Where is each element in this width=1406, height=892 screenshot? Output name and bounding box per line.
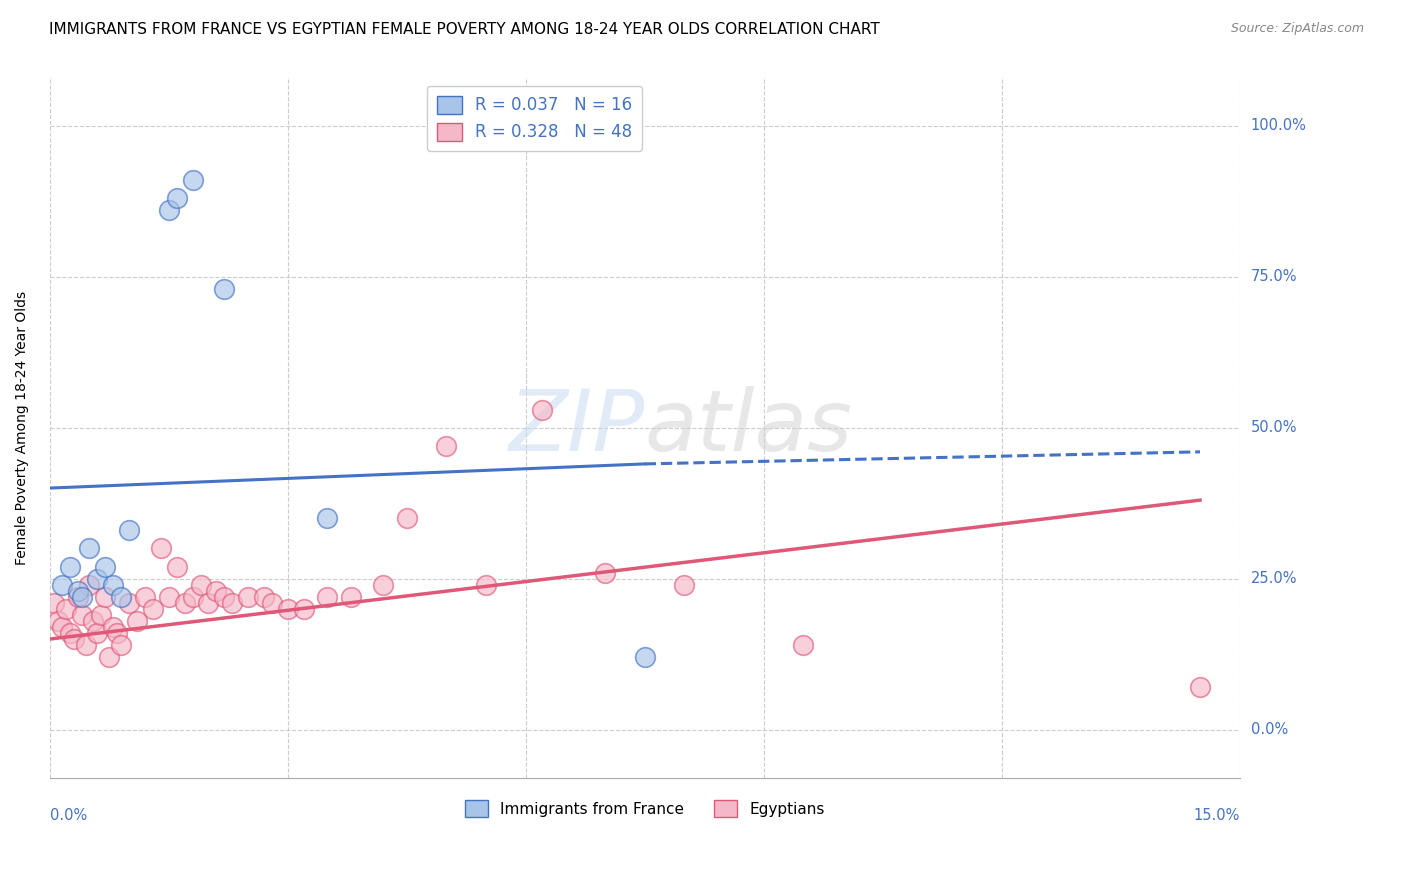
Text: ZIP: ZIP xyxy=(509,386,645,469)
Point xyxy=(142,602,165,616)
Point xyxy=(371,577,394,591)
Point xyxy=(103,620,125,634)
Point xyxy=(395,511,418,525)
Point xyxy=(90,607,112,622)
Point xyxy=(66,590,89,604)
Point xyxy=(118,524,141,538)
Text: 25.0%: 25.0% xyxy=(1251,571,1298,586)
Point xyxy=(59,626,82,640)
Point xyxy=(59,559,82,574)
Point xyxy=(205,583,228,598)
Point xyxy=(51,577,73,591)
Point xyxy=(530,402,553,417)
Point xyxy=(436,439,458,453)
Point xyxy=(82,614,104,628)
Text: 50.0%: 50.0% xyxy=(1251,420,1298,435)
Point xyxy=(253,590,276,604)
Point xyxy=(221,596,243,610)
Point xyxy=(127,614,149,628)
Point xyxy=(634,650,657,665)
Point xyxy=(79,541,101,556)
Point xyxy=(340,590,363,604)
Text: atlas: atlas xyxy=(645,386,853,469)
Point xyxy=(593,566,616,580)
Text: 75.0%: 75.0% xyxy=(1251,269,1298,285)
Point xyxy=(70,590,93,604)
Point xyxy=(475,577,498,591)
Point xyxy=(105,626,128,640)
Point xyxy=(42,596,65,610)
Point xyxy=(173,596,195,610)
Point xyxy=(214,282,236,296)
Point xyxy=(66,583,89,598)
Text: 0.0%: 0.0% xyxy=(1251,723,1288,737)
Point xyxy=(181,173,204,187)
Point xyxy=(190,577,212,591)
Point xyxy=(134,590,156,604)
Point xyxy=(118,596,141,610)
Point xyxy=(166,559,188,574)
Point xyxy=(110,638,132,652)
Text: 0.0%: 0.0% xyxy=(49,808,87,823)
Point xyxy=(149,541,172,556)
Text: Source: ZipAtlas.com: Source: ZipAtlas.com xyxy=(1230,22,1364,36)
Point xyxy=(260,596,283,610)
Text: IMMIGRANTS FROM FRANCE VS EGYPTIAN FEMALE POVERTY AMONG 18-24 YEAR OLDS CORRELAT: IMMIGRANTS FROM FRANCE VS EGYPTIAN FEMAL… xyxy=(49,22,880,37)
Point xyxy=(1188,681,1211,695)
Point xyxy=(316,511,339,525)
Point xyxy=(197,596,219,610)
Text: 100.0%: 100.0% xyxy=(1251,119,1306,133)
Point xyxy=(62,632,84,646)
Point xyxy=(94,559,117,574)
Point xyxy=(86,572,108,586)
Point xyxy=(292,602,315,616)
Point xyxy=(792,638,814,652)
Y-axis label: Female Poverty Among 18-24 Year Olds: Female Poverty Among 18-24 Year Olds xyxy=(15,291,30,565)
Point xyxy=(46,614,69,628)
Point xyxy=(79,577,101,591)
Point xyxy=(673,577,696,591)
Point xyxy=(86,626,108,640)
Text: 15.0%: 15.0% xyxy=(1194,808,1240,823)
Point xyxy=(103,577,125,591)
Point xyxy=(98,650,121,665)
Point xyxy=(181,590,204,604)
Point xyxy=(94,590,117,604)
Point xyxy=(166,191,188,205)
Point xyxy=(316,590,339,604)
Point xyxy=(277,602,299,616)
Point xyxy=(75,638,97,652)
Point xyxy=(157,590,180,604)
Point xyxy=(70,607,93,622)
Point xyxy=(236,590,259,604)
Point xyxy=(157,203,180,218)
Point xyxy=(55,602,77,616)
Point xyxy=(110,590,132,604)
Legend: Immigrants from France, Egyptians: Immigrants from France, Egyptians xyxy=(458,794,831,822)
Point xyxy=(51,620,73,634)
Point xyxy=(214,590,236,604)
